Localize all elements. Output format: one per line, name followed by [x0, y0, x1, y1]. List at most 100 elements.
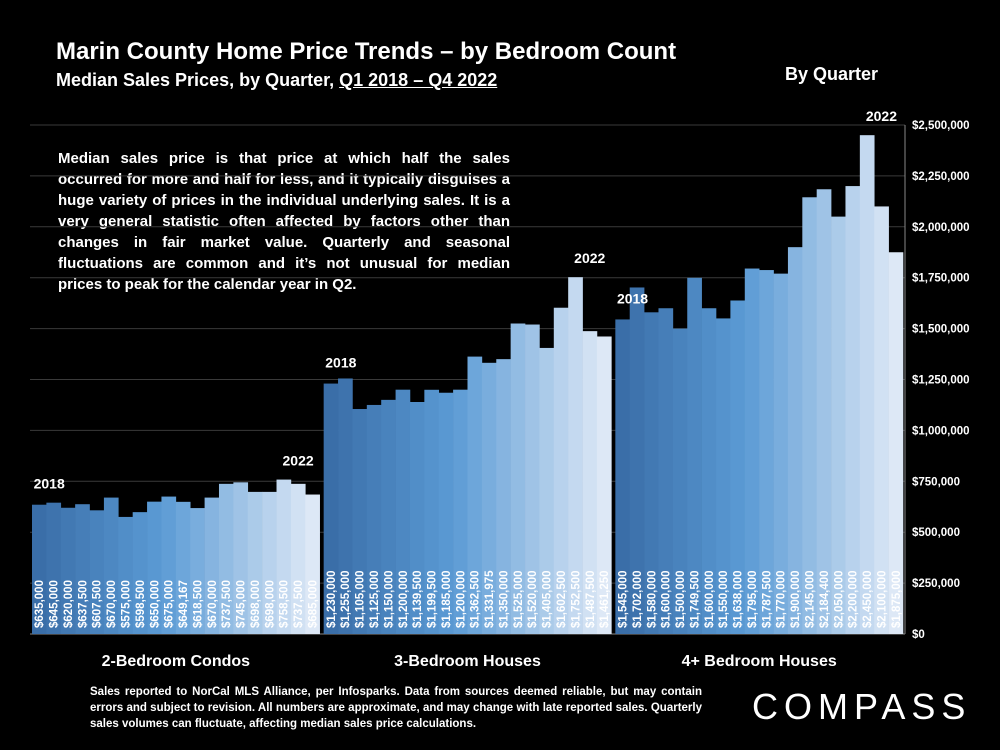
bar	[424, 389, 440, 634]
y-tick-label: $1,500,000	[912, 324, 970, 336]
category-label: 2-Bedroom Condos	[102, 653, 251, 670]
bar	[701, 308, 717, 634]
bar	[496, 359, 511, 634]
bar	[175, 501, 191, 634]
bar	[525, 324, 540, 634]
bar	[467, 356, 483, 634]
bar-value-label: $1,770,000	[776, 570, 788, 628]
y-tick-label: $2,500,000	[912, 120, 970, 132]
bar	[147, 501, 162, 634]
bar-value-label: $1,638,000	[733, 570, 745, 628]
bar	[118, 516, 133, 634]
bar	[190, 508, 205, 634]
bar	[644, 312, 659, 634]
bar-value-label: $2,200,000	[848, 570, 860, 628]
bar-value-label: $1,331,975	[484, 570, 496, 628]
end-year-label: 2022	[866, 108, 897, 124]
category-label: 3-Bedroom Houses	[394, 653, 541, 670]
bar	[874, 206, 889, 634]
bar	[596, 336, 612, 634]
bar-value-label: $1,139,500	[412, 570, 424, 628]
footnote: Sales reported to NorCal MLS Alliance, p…	[90, 686, 702, 730]
bar-value-label: $1,255,000	[340, 570, 352, 628]
bar	[262, 491, 277, 634]
bar	[161, 496, 177, 634]
bar-value-label: $1,500,000	[675, 570, 687, 628]
bar-value-label: $685,000	[307, 580, 319, 628]
bar	[816, 189, 832, 634]
bar	[687, 277, 702, 634]
bar-value-label: $1,580,000	[646, 570, 658, 628]
bar	[716, 318, 731, 634]
bar-value-label: $1,749,500	[689, 570, 701, 628]
bar	[438, 392, 454, 634]
bar-value-label: $1,795,000	[747, 570, 759, 628]
bar-value-label: $675,000	[164, 580, 176, 628]
bar-value-label: $1,200,000	[398, 570, 410, 628]
subtitle-range: Q1 2018 – Q4 2022	[339, 70, 498, 90]
bar-value-label: $698,000	[264, 580, 276, 628]
by-quarter-label: By Quarter	[785, 64, 879, 84]
bar	[510, 323, 526, 634]
bar-value-label: $645,000	[49, 580, 61, 628]
y-tick-label: $0	[912, 629, 925, 641]
bar	[218, 483, 234, 634]
bar	[773, 273, 789, 634]
bar-value-label: $1,350,000	[498, 570, 510, 628]
bar	[730, 300, 746, 634]
bar	[323, 383, 339, 634]
bar-value-label: $1,600,000	[661, 570, 673, 628]
bar	[831, 216, 846, 634]
bar-value-label: $1,752,500	[570, 570, 582, 628]
bar	[672, 328, 688, 634]
bar	[247, 491, 263, 634]
bar-value-label: $1,550,000	[718, 570, 730, 628]
bar	[582, 331, 598, 634]
bar-value-label: $1,600,000	[704, 570, 716, 628]
bar	[787, 247, 803, 634]
bar-value-label: $2,184,400	[819, 570, 831, 628]
bar-value-label: $1,199,500	[427, 570, 439, 628]
bar	[276, 479, 292, 634]
bar-value-label: $670,000	[207, 580, 219, 628]
bar	[89, 510, 105, 634]
bar-value-label: $1,875,000	[891, 570, 903, 628]
bar	[615, 319, 631, 634]
bar	[802, 197, 817, 634]
bar-value-label: $650,000	[149, 580, 161, 628]
y-tick-label: $1,250,000	[912, 375, 970, 387]
bar-value-label: $698,000	[250, 580, 262, 628]
bar	[539, 347, 555, 634]
y-tick-label: $1,750,000	[912, 273, 970, 285]
bar-value-label: $1,702,000	[632, 570, 644, 628]
bar-value-label: $1,602,500	[556, 570, 568, 628]
subtitle-prefix: Median Sales Prices, by Quarter,	[56, 70, 340, 90]
bar-value-label: $1,525,000	[513, 570, 525, 628]
bar-value-label: $620,000	[63, 580, 75, 628]
y-tick-label: $1,000,000	[912, 425, 970, 437]
page-title: Marin County Home Price Trends – by Bedr…	[56, 38, 677, 65]
bar	[290, 483, 306, 634]
bar	[553, 307, 569, 634]
bar	[453, 389, 468, 634]
end-year-label: 2022	[283, 453, 314, 469]
bar-value-label: $635,000	[34, 580, 46, 628]
bar-value-label: $1,787,500	[761, 570, 773, 628]
start-year-label: 2018	[34, 476, 65, 492]
compass-logo: COMPASS	[752, 686, 972, 727]
bar	[204, 497, 220, 634]
bar	[381, 399, 396, 634]
bar-value-label: $575,000	[120, 580, 132, 628]
y-tick-label: $2,000,000	[912, 222, 970, 234]
bar	[46, 502, 62, 634]
y-tick-label: $750,000	[912, 476, 960, 488]
bar-value-label: $1,362,500	[470, 570, 482, 628]
category-label: 4+ Bedroom Houses	[682, 653, 837, 670]
y-tick-label: $250,000	[912, 578, 960, 590]
bar	[481, 362, 497, 634]
bar	[409, 401, 425, 634]
bar-value-label: $1,105,000	[355, 570, 367, 628]
bar	[103, 497, 119, 634]
bar-value-label: $618,500	[192, 580, 204, 628]
